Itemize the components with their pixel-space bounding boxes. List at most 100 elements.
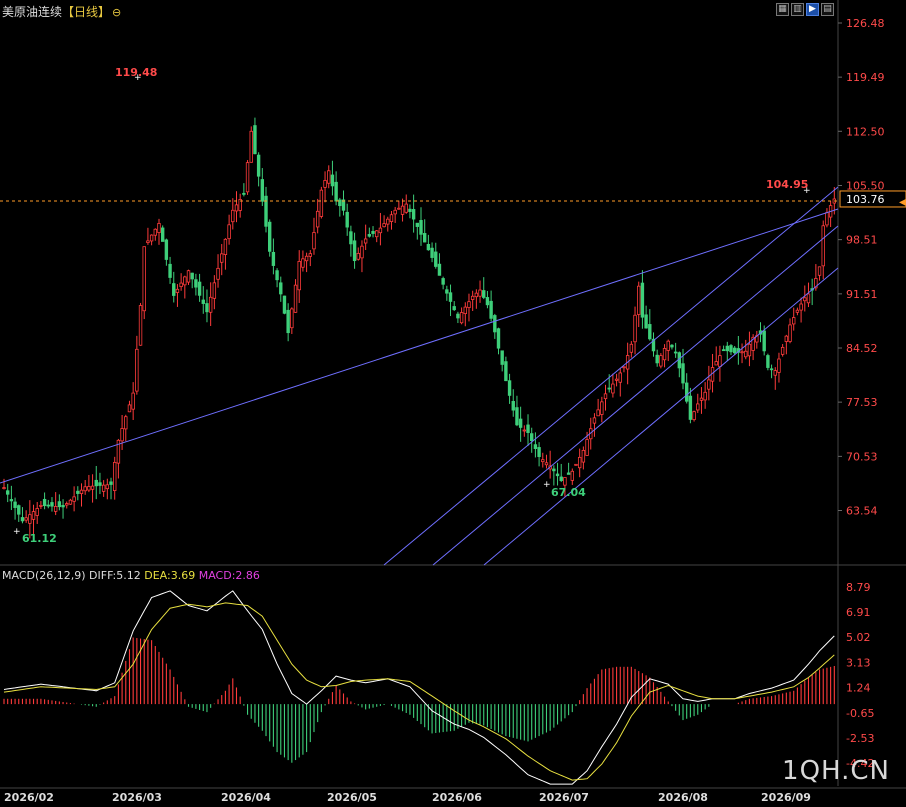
candle-body: [415, 222, 420, 227]
candle-body: [533, 444, 538, 449]
candle-body: [622, 366, 626, 369]
candle-body: [792, 317, 796, 325]
candle-body: [585, 439, 589, 456]
candle-body: [179, 282, 183, 288]
chart-toolbar: ▦ ▥ ▶ ▤: [776, 3, 834, 16]
candle-body: [467, 301, 471, 308]
candle-body: [13, 501, 17, 508]
candle-body: [485, 297, 490, 306]
candle-body: [120, 428, 124, 442]
candle-body: [360, 245, 364, 259]
candle-body: [526, 424, 530, 433]
candle-body: [766, 355, 770, 368]
candle-body: [220, 253, 224, 263]
candle-body: [780, 346, 785, 355]
candle-body: [400, 205, 405, 215]
candle-body: [297, 261, 301, 291]
candle-body: [57, 501, 62, 508]
extreme-marker-icon: +: [803, 186, 811, 196]
macd-y-tick-label: 6.91: [846, 606, 871, 619]
candle-body: [784, 335, 789, 342]
candle-body: [94, 479, 98, 487]
candle-body: [603, 393, 608, 400]
candle-body: [692, 411, 696, 421]
candle-body: [53, 506, 58, 512]
grid-icon[interactable]: ▦: [776, 3, 789, 16]
layout-icon[interactable]: ▥: [791, 3, 804, 16]
candle-body: [559, 476, 563, 482]
candle-body: [275, 270, 279, 281]
extreme-marker-icon: +: [13, 527, 21, 537]
candle-body: [666, 340, 670, 351]
trendline[interactable]: [383, 186, 839, 566]
candle-body: [135, 348, 139, 392]
candle-body: [245, 162, 250, 193]
candle-body: [293, 284, 298, 313]
x-tick-label: 2026/08: [658, 791, 708, 804]
candle-body: [707, 379, 711, 390]
candle-body: [500, 350, 504, 365]
candle-body: [371, 231, 375, 234]
candle-body: [363, 238, 368, 244]
candle-body: [149, 234, 154, 242]
candle-body: [470, 295, 475, 300]
candle-body: [20, 517, 25, 522]
candle-body: [762, 330, 766, 352]
candle-body: [721, 349, 726, 352]
candle-body: [648, 324, 652, 340]
candle-body: [5, 490, 10, 495]
candle-body: [264, 195, 268, 227]
zoom-circle-icon[interactable]: ⊖: [112, 6, 122, 19]
candle-body: [419, 220, 423, 235]
trendline[interactable]: [432, 225, 839, 566]
panel-icon[interactable]: ▤: [821, 3, 834, 16]
candle-body: [751, 336, 755, 351]
candle-body: [522, 429, 527, 432]
candle-body: [168, 263, 172, 278]
candle-body: [234, 204, 239, 212]
candle-body: [42, 498, 47, 507]
candle-body: [242, 192, 246, 195]
current-price-label: 103.76: [846, 193, 885, 206]
candle-body: [518, 418, 523, 428]
candle-body: [183, 276, 187, 286]
candle-body: [127, 404, 132, 413]
candle-body: [493, 315, 497, 333]
candle-body: [592, 417, 597, 424]
candle-body: [795, 309, 800, 313]
macd-dea-line: [3, 602, 835, 781]
candle-body: [489, 300, 493, 319]
candle-body: [31, 511, 36, 520]
macd-y-tick-label: 5.02: [846, 631, 871, 644]
candle-body: [197, 281, 202, 296]
candle-body: [160, 227, 165, 242]
candle-body: [68, 499, 73, 505]
candle-body: [260, 179, 265, 202]
trendline[interactable]: [0, 208, 839, 484]
candle-body: [574, 463, 578, 466]
macd-diff-label: DIFF:5.12: [89, 569, 141, 582]
candle-body: [382, 223, 386, 228]
candle-body: [304, 255, 309, 262]
price-y-tick-label: 70.53: [846, 450, 878, 463]
candle-body: [271, 251, 276, 266]
candle-body: [124, 416, 128, 430]
candle-body: [496, 328, 501, 349]
candle-body: [319, 189, 324, 217]
period-label[interactable]: 【日线】: [62, 5, 111, 19]
candle-body: [172, 283, 176, 296]
low-label: 67.04: [551, 486, 586, 499]
macd-params-label: MACD(26,12,9): [2, 569, 86, 582]
current-price-tag: [839, 190, 906, 208]
high-label: 119.48: [115, 66, 157, 79]
trendline[interactable]: [483, 267, 839, 566]
candle-body: [744, 350, 748, 358]
candle-body: [555, 473, 560, 477]
candle-body: [430, 247, 434, 258]
candle-body: [65, 503, 69, 506]
candle-body: [315, 210, 320, 228]
candle-body: [17, 505, 21, 515]
candle-body: [688, 395, 693, 420]
candle-body: [249, 130, 253, 163]
play-icon[interactable]: ▶: [806, 3, 819, 16]
